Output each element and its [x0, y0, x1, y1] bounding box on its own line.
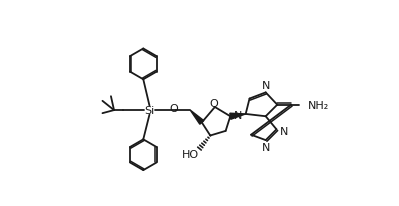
Text: N: N [234, 110, 243, 120]
Text: N: N [262, 81, 271, 91]
Polygon shape [190, 111, 204, 125]
Text: O: O [209, 99, 218, 109]
Text: NH₂: NH₂ [308, 100, 329, 110]
Text: O: O [169, 103, 178, 113]
Text: Si: Si [144, 105, 154, 116]
Text: N: N [280, 126, 288, 136]
Polygon shape [230, 114, 246, 120]
Text: N: N [261, 143, 270, 153]
Text: HO: HO [182, 149, 199, 159]
